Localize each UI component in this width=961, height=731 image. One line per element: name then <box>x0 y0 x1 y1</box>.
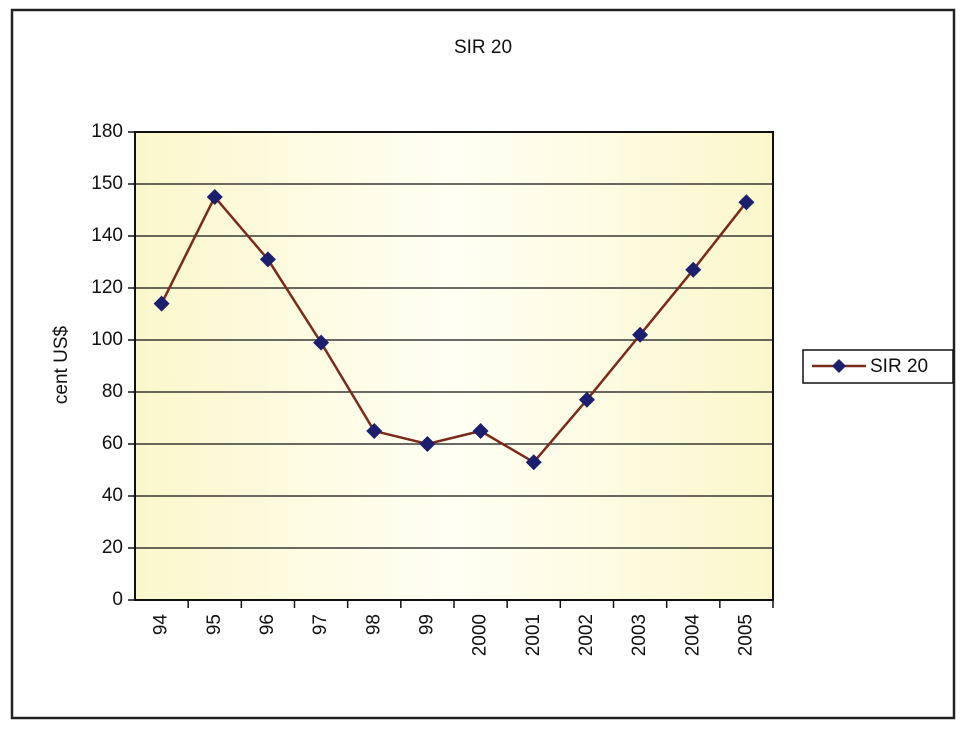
x-tick-label: 97 <box>310 614 331 635</box>
y-tick-label: 60 <box>102 433 123 454</box>
y-axis-label: cent US$ <box>51 325 72 404</box>
y-tick-label: 180 <box>91 121 123 142</box>
y-tick-label: 20 <box>102 537 123 558</box>
x-tick-label: 2005 <box>735 614 756 656</box>
x-tick-label: 99 <box>416 614 437 635</box>
x-tick-label: 96 <box>257 614 278 635</box>
series-line <box>160 194 748 464</box>
data-marker <box>685 261 702 278</box>
x-tick-label: 2003 <box>629 614 650 656</box>
legend-marker <box>832 359 846 373</box>
x-tick-label: 98 <box>363 614 384 635</box>
x-tick-label: 2001 <box>523 614 544 656</box>
y-tick-label: 0 <box>112 589 123 610</box>
data-marker <box>578 391 595 408</box>
x-tick-label: 94 <box>151 614 172 636</box>
data-marker <box>738 194 755 211</box>
data-marker <box>472 423 489 439</box>
plot-background <box>134 131 774 601</box>
data-marker <box>419 436 436 452</box>
x-tick-label: 2004 <box>682 614 703 657</box>
y-tick-label: 40 <box>102 485 123 506</box>
plot-area <box>134 131 774 601</box>
data-marker <box>525 454 542 471</box>
y-tick-label: 100 <box>91 329 123 350</box>
legend-label: SIR 20 <box>870 356 928 377</box>
data-marker <box>153 295 170 312</box>
chart-title: SIR 20 <box>454 37 512 58</box>
data-marker <box>632 326 649 343</box>
legend: SIR 20 <box>802 349 954 384</box>
y-tick-label: 120 <box>91 277 123 298</box>
data-marker <box>313 334 330 351</box>
data-marker <box>259 251 276 268</box>
y-tick-label: 150 <box>91 173 123 194</box>
y-tick-label: 80 <box>102 381 123 402</box>
data-marker <box>206 189 223 205</box>
x-tick-label: 2002 <box>576 614 597 656</box>
x-tick-label: 2000 <box>470 614 491 656</box>
x-tick-label: 95 <box>204 614 225 635</box>
data-marker <box>366 423 383 439</box>
y-tick-label: 140 <box>91 225 123 246</box>
